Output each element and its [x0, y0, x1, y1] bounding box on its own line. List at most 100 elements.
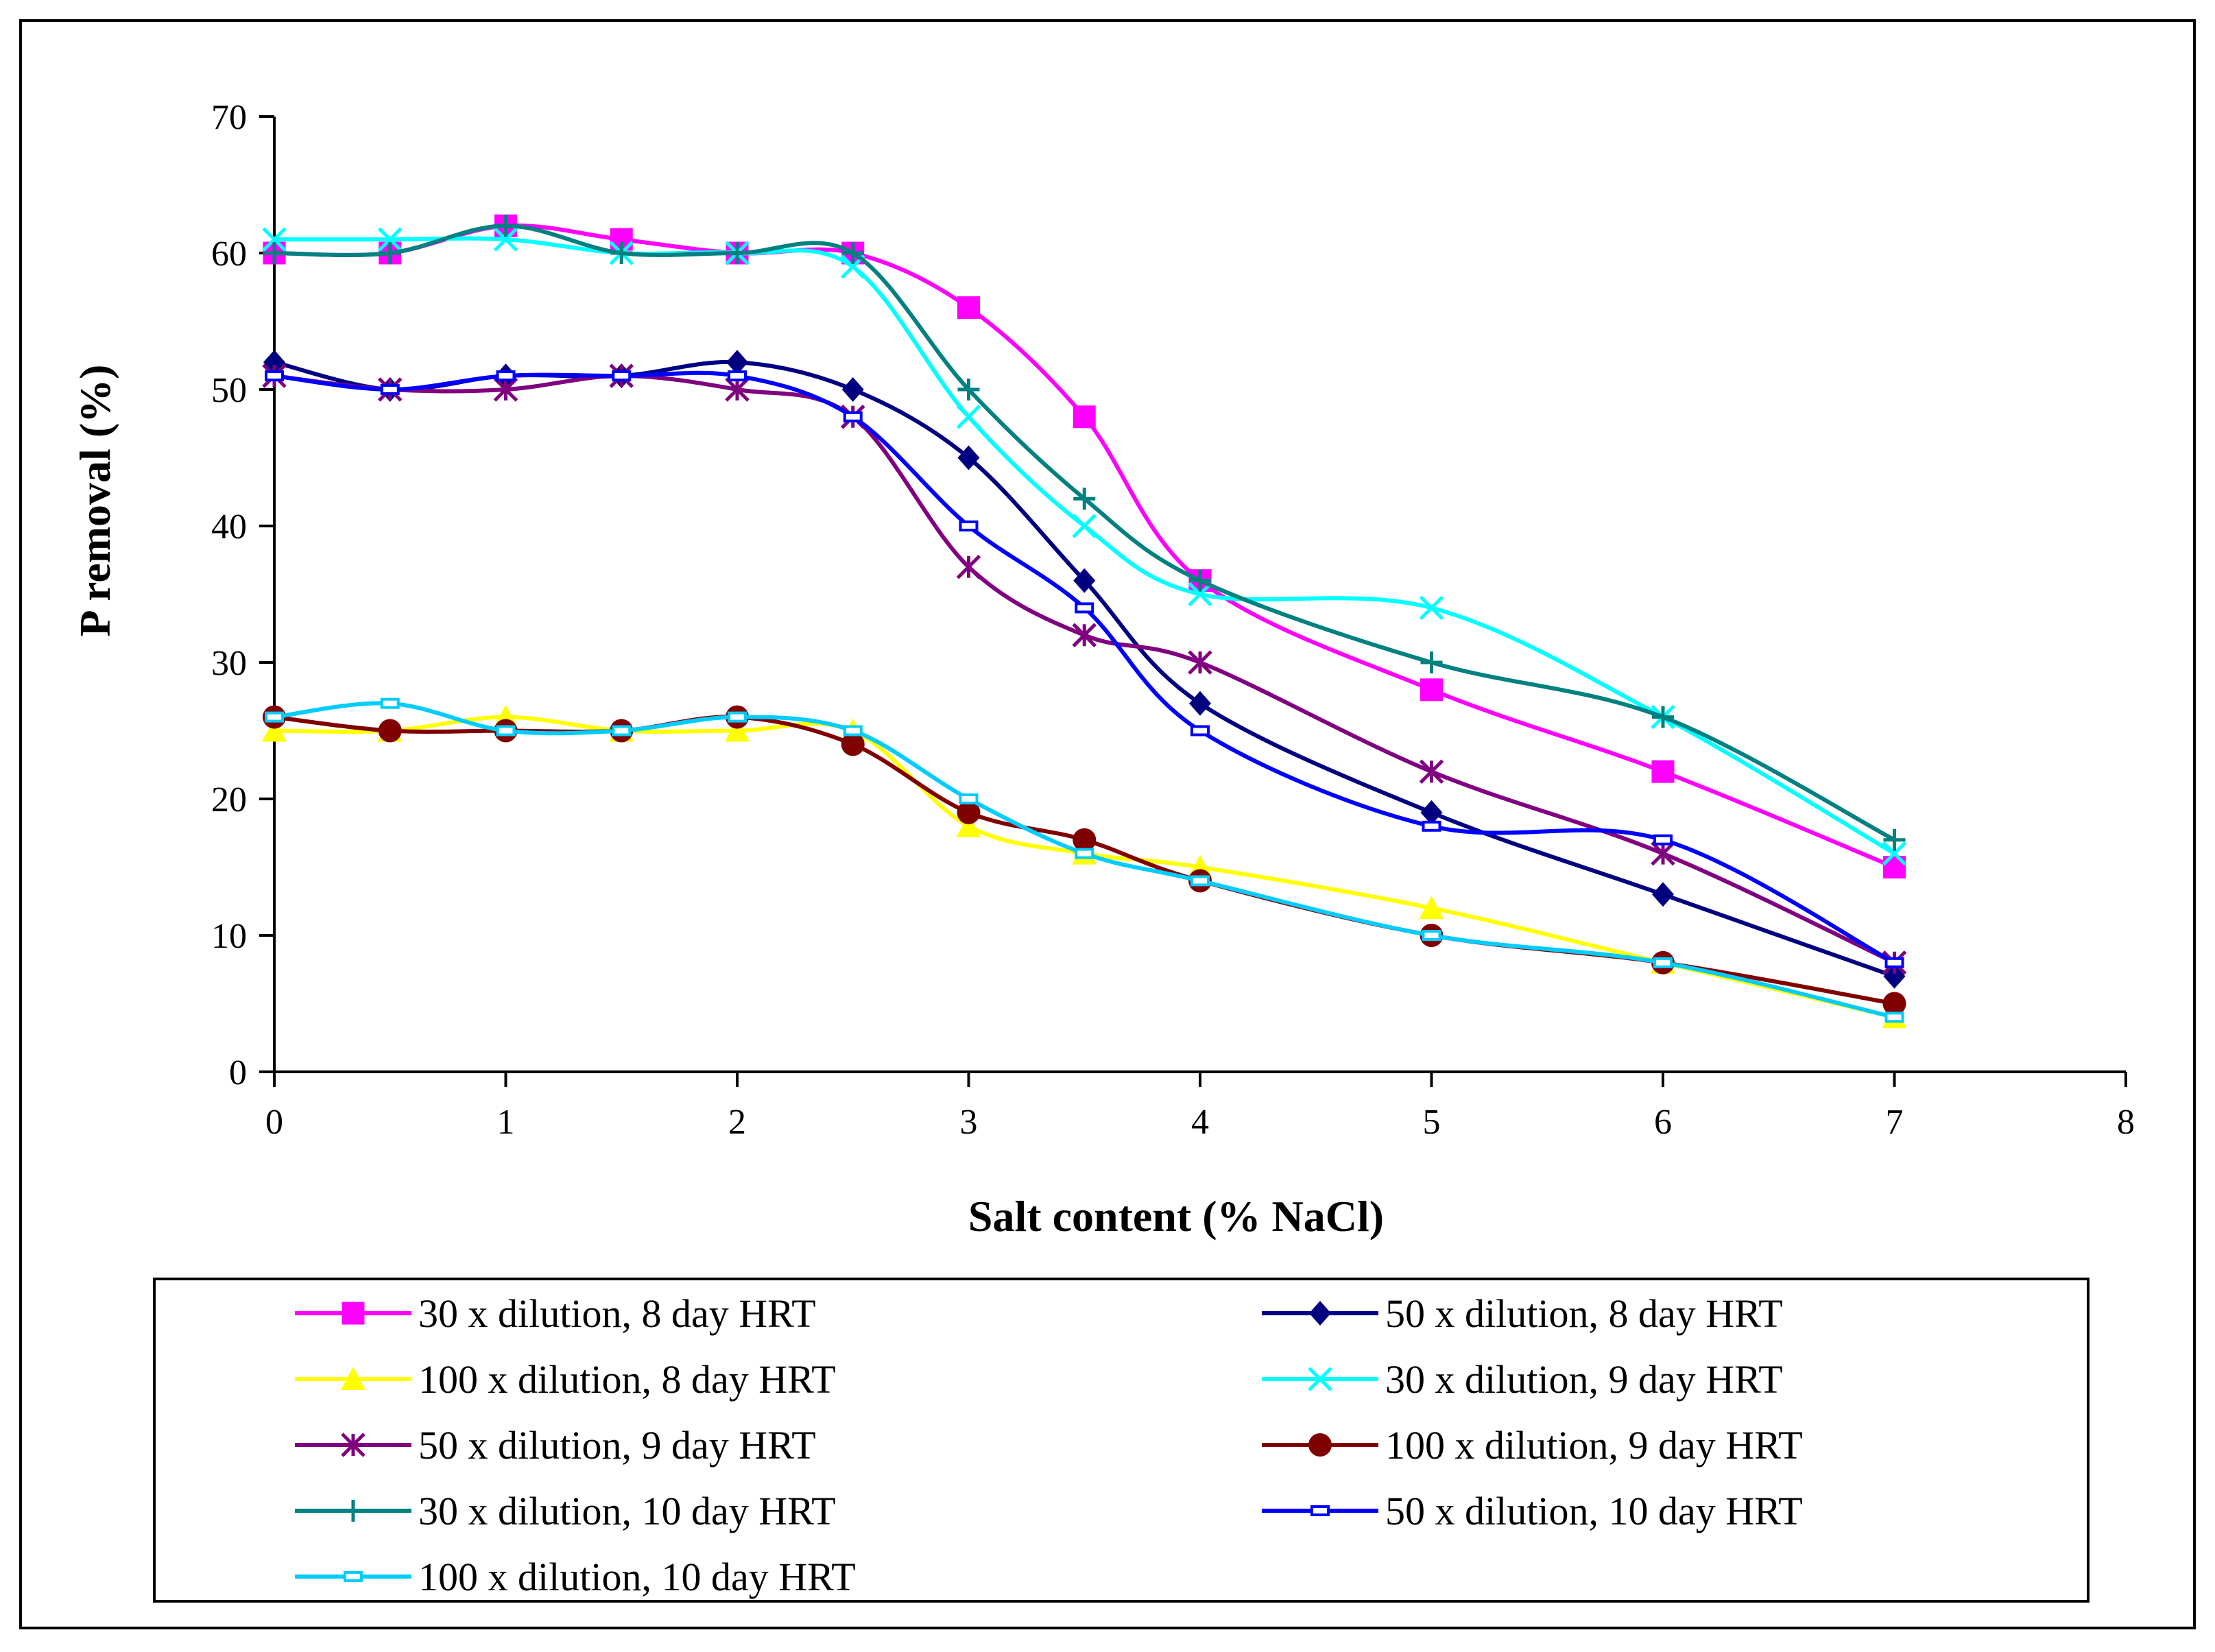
- legend-box: [153, 1278, 2090, 1603]
- data-point: [493, 377, 518, 402]
- data-point: [1651, 841, 1675, 866]
- legend-marker: [342, 1500, 364, 1522]
- data-point: [956, 813, 981, 837]
- legend-marker: [1310, 1505, 1330, 1516]
- data-point: [1653, 834, 1673, 846]
- series-7: [263, 215, 1906, 851]
- legend-marker: [1309, 1301, 1331, 1326]
- data-point: [843, 411, 863, 422]
- data-point: [957, 800, 981, 824]
- data-point: [1073, 488, 1096, 510]
- data-point: [1882, 992, 1906, 1016]
- data-point: [726, 350, 748, 375]
- data-point: [1075, 602, 1094, 614]
- data-point: [1651, 760, 1675, 783]
- legend-label: 30 x dilution, 10 day HRT: [418, 1489, 836, 1533]
- data-point: [725, 718, 750, 742]
- series-group: [262, 214, 1907, 1029]
- data-point: [1652, 882, 1674, 907]
- data-point: [957, 379, 980, 400]
- legend-entry: 30 x dilution, 10 day HRT: [295, 1489, 836, 1533]
- data-point: [957, 296, 980, 320]
- legend-label: 30 x dilution, 8 day HRT: [418, 1291, 816, 1336]
- legend-label: 50 x dilution, 8 day HRT: [1385, 1291, 1783, 1336]
- legend-entry: 30 x dilution, 8 day HRT: [295, 1291, 816, 1336]
- data-point: [843, 725, 863, 737]
- data-point: [1419, 759, 1444, 784]
- x-tick-label: 5: [1423, 1103, 1441, 1142]
- data-point: [841, 242, 864, 264]
- legend-entry: 50 x dilution, 9 day HRT: [295, 1423, 816, 1468]
- data-point: [1882, 841, 1907, 866]
- legend-marker: [341, 1367, 366, 1390]
- data-point: [379, 242, 401, 264]
- legend-entry: 100 x dilution, 8 day HRT: [295, 1357, 836, 1402]
- data-point: [262, 227, 287, 252]
- data-point: [1420, 651, 1443, 673]
- legend-marker: [341, 1433, 366, 1457]
- legend-entry: 50 x dilution, 8 day HRT: [1262, 1291, 1783, 1336]
- data-point: [1884, 1011, 1904, 1023]
- legend-label: 100 x dilution, 9 day HRT: [1385, 1423, 1803, 1468]
- data-point: [263, 242, 285, 264]
- data-point: [612, 725, 632, 737]
- data-point: [1422, 930, 1441, 941]
- data-point: [1420, 678, 1443, 702]
- data-point: [1188, 582, 1212, 607]
- data-point: [726, 242, 748, 264]
- y-tick-label: 20: [211, 780, 247, 819]
- x-tick-label: 6: [1654, 1103, 1672, 1142]
- y-tick-label: 50: [211, 371, 247, 410]
- data-point: [1072, 514, 1097, 538]
- x-tick-label: 1: [497, 1103, 515, 1142]
- y-axis-title: P removal (%): [71, 365, 119, 637]
- data-point: [265, 370, 284, 382]
- legend-entry: 100 x dilution, 9 day HRT: [1262, 1423, 1803, 1468]
- data-point: [728, 711, 747, 723]
- x-tick-label: 7: [1886, 1103, 1904, 1142]
- data-point: [957, 445, 980, 470]
- legend-entry: 30 x dilution, 9 day HRT: [1262, 1357, 1783, 1402]
- data-point: [610, 242, 633, 264]
- y-tick-label: 70: [211, 98, 247, 137]
- data-point: [1189, 691, 1211, 716]
- x-tick-label: 8: [2117, 1103, 2135, 1142]
- data-point: [1653, 957, 1673, 968]
- data-point: [1420, 800, 1443, 825]
- data-point: [377, 227, 403, 252]
- data-point: [959, 793, 979, 804]
- legend-entry: 50 x dilution, 10 day HRT: [1262, 1489, 1803, 1533]
- data-point: [841, 377, 864, 402]
- data-point: [1190, 725, 1210, 737]
- data-point: [1190, 875, 1210, 887]
- data-point: [1419, 896, 1444, 920]
- legend-marker: [1308, 1367, 1332, 1391]
- legend-label: 50 x dilution, 9 day HRT: [418, 1423, 816, 1468]
- data-point: [956, 405, 981, 429]
- data-point: [493, 227, 518, 252]
- data-point: [265, 711, 284, 723]
- data-point: [494, 215, 517, 237]
- data-point: [380, 697, 400, 709]
- y-tick-label: 10: [211, 917, 247, 956]
- legend-marker: [342, 1302, 365, 1325]
- legend-label: 30 x dilution, 9 day HRT: [1385, 1357, 1783, 1402]
- data-point: [1072, 623, 1097, 647]
- legend-label: 100 x dilution, 10 day HRT: [418, 1555, 856, 1599]
- x-tick-label: 4: [1191, 1103, 1209, 1142]
- data-point: [1073, 568, 1096, 593]
- legend-marker: [344, 1571, 363, 1582]
- y-tick-label: 60: [211, 235, 247, 274]
- data-point: [1188, 650, 1212, 675]
- data-point: [496, 725, 516, 737]
- data-point: [496, 370, 516, 382]
- x-axis-title: Salt content (% NaCl): [968, 1192, 1384, 1241]
- data-point: [1075, 848, 1094, 859]
- x-tick-label: 2: [728, 1103, 746, 1142]
- legend-entry: 100 x dilution, 10 day HRT: [295, 1555, 856, 1599]
- data-point: [378, 719, 402, 743]
- data-point: [1073, 405, 1096, 429]
- data-point: [728, 370, 747, 382]
- data-point: [1419, 595, 1444, 621]
